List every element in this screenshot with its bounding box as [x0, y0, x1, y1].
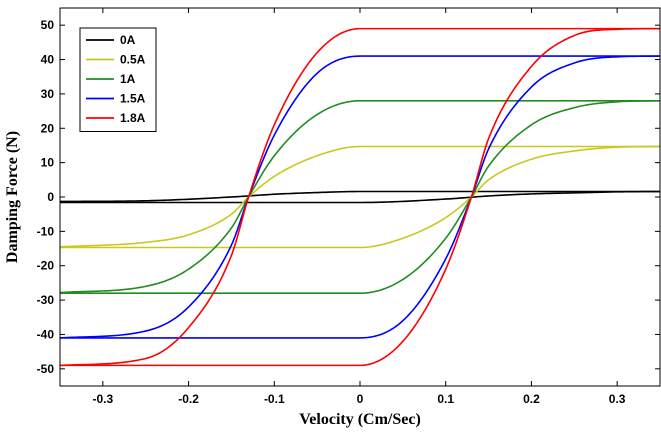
series-line-1a-lower-branch — [60, 99, 661, 295]
y-tick-label: 20 — [41, 121, 55, 135]
legend-label: 0.5A — [120, 53, 146, 67]
y-tick-label: 40 — [41, 53, 55, 67]
legend-label: 0A — [120, 33, 136, 47]
x-tick-label: -0.2 — [178, 392, 199, 406]
y-tick-label: -10 — [37, 224, 55, 238]
legend-label: 1.5A — [120, 92, 146, 106]
y-tick-label: -40 — [37, 327, 55, 341]
y-tick-label: 30 — [41, 87, 55, 101]
series-line-1a-upper-branch — [59, 99, 660, 294]
series-line-1-8a-upper-branch — [59, 27, 660, 367]
series-line-0-5a-upper-branch — [59, 145, 660, 248]
y-tick-label: -50 — [37, 362, 55, 376]
series-line-0a-lower-branch — [60, 190, 661, 204]
legend-label: 1A — [120, 72, 136, 86]
curves-layer — [59, 27, 661, 367]
x-tick-label: -0.1 — [264, 392, 285, 406]
x-tick-label: 0 — [357, 392, 364, 406]
legend: 0A 0.5A 1A 1.5A 1.8A — [79, 27, 157, 132]
y-tick-label: 50 — [41, 18, 55, 32]
y-tick-label: 10 — [41, 156, 55, 170]
series-line-0-5a-lower-branch — [60, 145, 661, 249]
x-axis-label: Velocity (Cm/Sec) — [299, 411, 421, 428]
x-tick-label: 0.3 — [609, 392, 626, 406]
legend-label: 1.8A — [120, 111, 146, 125]
series-line-1-8a-lower-branch — [60, 27, 661, 367]
x-tick-label: -0.3 — [93, 392, 114, 406]
y-axis-ticks: -50 -40 -30 -20 -10 0 10 20 30 40 50 — [37, 18, 660, 376]
y-tick-label: -20 — [37, 259, 55, 273]
x-tick-label: 0.2 — [523, 392, 540, 406]
x-tick-label: 0.1 — [437, 392, 454, 406]
y-tick-label: -30 — [37, 293, 55, 307]
y-tick-label: 0 — [47, 190, 54, 204]
series-line-1-5a-upper-branch — [59, 55, 660, 339]
series-line-1-5a-lower-branch — [60, 55, 661, 339]
series-line-0a-upper-branch — [59, 190, 660, 203]
y-axis-label: Damping Force (N) — [4, 131, 21, 263]
x-axis-ticks: -0.3 -0.2 -0.1 0 0.1 0.2 0.3 — [93, 8, 626, 406]
